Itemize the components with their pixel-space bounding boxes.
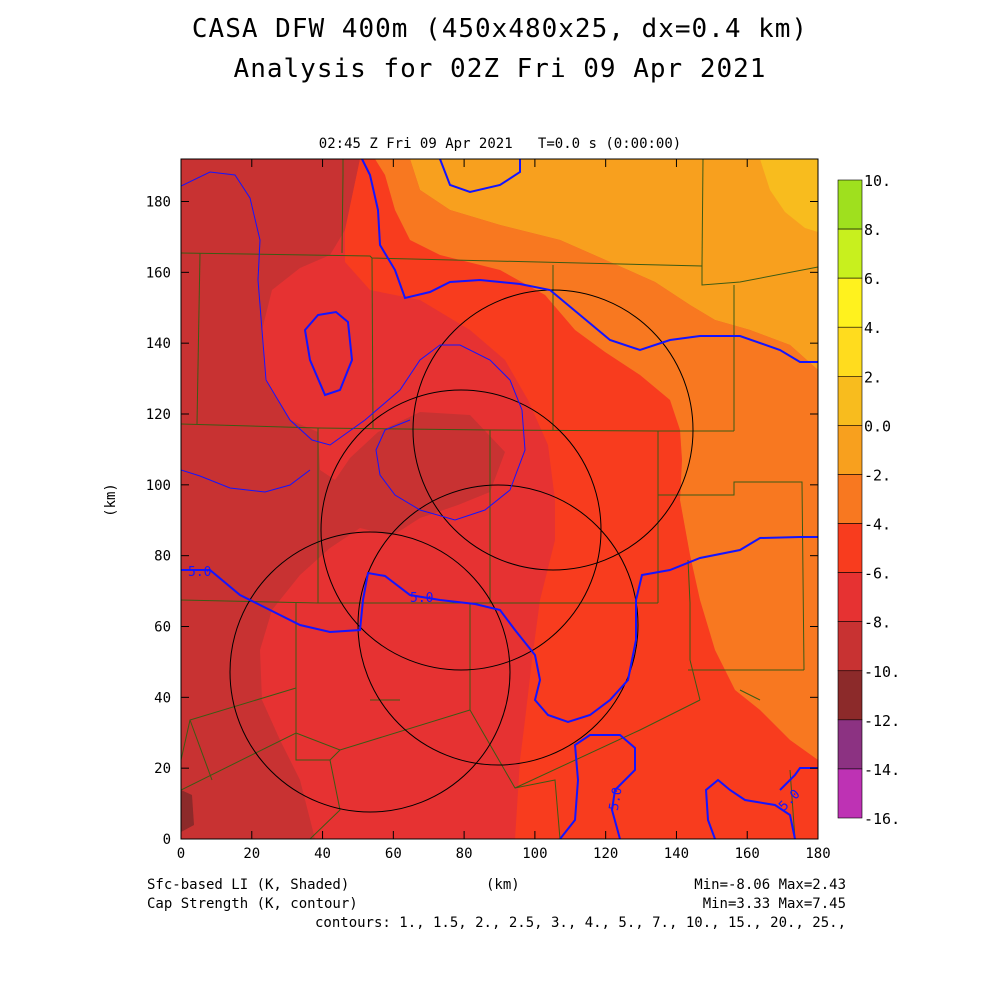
colorbar-swatch [837, 376, 863, 426]
colorbar-swatch [837, 670, 863, 721]
colorbar-swatch [837, 572, 863, 622]
field-band--4-to--2-east [345, 159, 818, 839]
colorbar-label: 10. [864, 172, 891, 190]
y-tick-label: 180 [146, 195, 171, 211]
x-tick-label: 0 [177, 846, 185, 862]
field-band--10-to--8 [181, 790, 194, 832]
footer-contour-field-label: Cap Strength (K, contour) [147, 896, 358, 912]
y-axis-unit: (km) [103, 483, 119, 517]
colorbar-label: -2. [864, 466, 891, 484]
colorbar-label: 6. [864, 270, 882, 288]
x-tick-label: 120 [593, 846, 618, 862]
contour-label: 5.0 [188, 565, 211, 580]
colorbar-label: 0.0 [864, 417, 891, 435]
colorbar-label: 2. [864, 368, 882, 386]
colorbar-swatch [837, 719, 863, 770]
x-tick-label: 80 [456, 846, 473, 862]
y-tick-label: 100 [146, 478, 171, 494]
y-tick-label: 160 [146, 265, 171, 281]
cap-strength-contours [181, 159, 818, 839]
footer-shaded-field-label: Sfc-based LI (K, Shaded) [147, 877, 350, 893]
y-tick-label: 20 [154, 761, 171, 777]
colorbar-label: -4. [864, 516, 891, 534]
colorbar-swatch [837, 474, 863, 524]
x-axis: 0 20 40 60 80 100 120 140 160 180 [177, 159, 831, 862]
x-tick-label: 60 [385, 846, 402, 862]
valid-time-label: 02:45 Z Fri 09 Apr 2021 T=0.0 s (0:00:00… [318, 136, 682, 152]
plot-frame [180, 158, 819, 840]
colorbar-swatch [837, 228, 863, 279]
colorbar-label: 8. [864, 221, 882, 239]
radar-ring-3 [357, 484, 639, 766]
field-band-2-to-4 [760, 159, 818, 232]
colorbar-label: -16. [864, 810, 900, 828]
shaded-field [181, 159, 818, 839]
x-tick-label: 40 [314, 846, 331, 862]
colorbar-label: -12. [864, 712, 900, 730]
radar-ring-1 [412, 289, 694, 571]
x-tick-label: 140 [664, 846, 689, 862]
y-tick-label: 80 [154, 549, 171, 565]
x-tick-label: 160 [735, 846, 760, 862]
y-tick-label: 60 [154, 620, 171, 636]
colorbar: 10. 8. 6. 4. 2. 0.0 -2. -4. -6. -8. -10. -12. -14. -1… [837, 172, 900, 828]
x-tick-label: 100 [522, 846, 547, 862]
y-axis: 0 20 40 60 80 100 120 140 160 180 [146, 195, 818, 848]
contour-label: 5.0 [607, 786, 626, 812]
county-boundaries [181, 159, 818, 839]
colorbar-swatch [837, 768, 863, 819]
contour-min-max: Min=3.33 Max=7.45 [702, 896, 846, 912]
contour-levels: contours: 1., 1.5, 2., 2.5, 3., 4., 5., … [314, 915, 846, 931]
title-line-2: Analysis for 02Z Fri 09 Apr 2021 [233, 54, 767, 84]
y-tick-label: 40 [154, 690, 171, 706]
colorbar-swatch [837, 425, 863, 475]
colorbar-label: -8. [864, 614, 891, 632]
radar-ring-4 [229, 531, 511, 813]
title-line-1: CASA DFW 400m (450x480x25, dx=0.4 km) [191, 14, 809, 44]
shaded-min-max: Min=-8.06 Max=2.43 [694, 877, 846, 893]
field-band-0-to-2 [410, 159, 818, 370]
y-tick-label: 0 [163, 832, 171, 848]
colorbar-swatch [837, 621, 863, 672]
colorbar-swatch [837, 179, 863, 230]
x-tick-label: 20 [243, 846, 260, 862]
colorbar-swatch [837, 326, 863, 377]
field-band--2-to-0 [375, 159, 818, 760]
colorbar-label: 4. [864, 319, 882, 337]
x-axis-unit: (km) [486, 877, 520, 893]
colorbar-swatch [837, 277, 863, 328]
colorbar-label: -14. [864, 761, 900, 779]
colorbar-swatch [837, 523, 863, 573]
contour-label: 5.0 [410, 591, 433, 606]
y-tick-label: 120 [146, 407, 171, 423]
x-tick-label: 180 [805, 846, 830, 862]
colorbar-label: -6. [864, 565, 891, 583]
radar-coverage-rings [229, 289, 694, 813]
colorbar-label: -10. [864, 663, 900, 681]
y-tick-label: 140 [146, 336, 171, 352]
